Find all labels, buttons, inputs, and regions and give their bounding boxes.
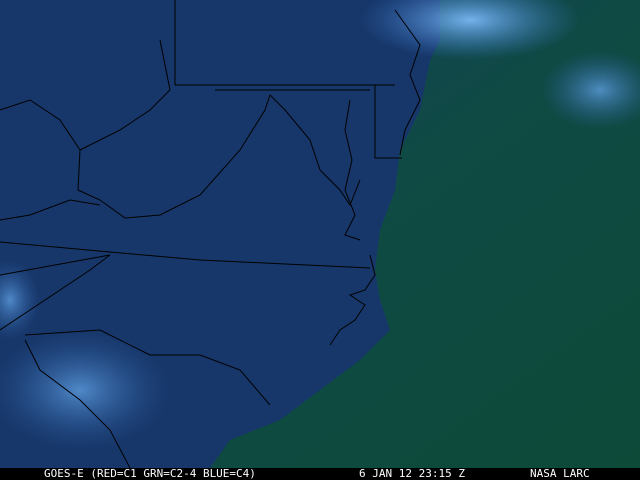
cloud-northeast (360, 0, 580, 60)
cloud-southwest (0, 330, 170, 450)
border-de (374, 85, 402, 159)
state-borders (0, 0, 420, 468)
border-nc-sc (24, 329, 271, 406)
source-label: NASA LARC (530, 467, 590, 480)
border-ohio (0, 99, 81, 151)
border-ky (0, 199, 101, 221)
border-va-md (284, 109, 361, 207)
cloud-east (540, 50, 640, 130)
border-pa-ny (174, 0, 395, 86)
cloud-west (0, 260, 40, 340)
border-va-nc (0, 241, 371, 269)
nc-coast (329, 254, 376, 346)
border-tn (0, 254, 111, 331)
chesapeake-bay (344, 99, 361, 241)
border-nj (394, 9, 421, 156)
sensor-label: GOES-E (RED=C1 GRN=C2-4 BLUE=C4) (44, 467, 256, 480)
border-wv (77, 39, 286, 219)
datetime-label: 6 JAN 12 23:15 Z (359, 467, 465, 480)
satellite-map (0, 0, 640, 468)
border-sc-ga (24, 339, 131, 468)
caption-bar: GOES-E (RED=C1 GRN=C2-4 BLUE=C4) 6 JAN 1… (0, 468, 640, 480)
